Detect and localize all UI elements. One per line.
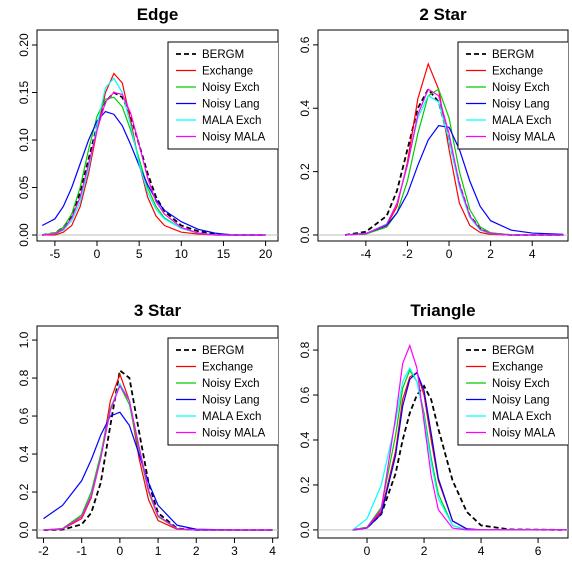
chart-title: Edge <box>137 5 179 24</box>
x-tick-label: 4 <box>529 247 536 261</box>
panel: 2 Star -4 -2 0 2 4 0.0 0.2 0.4 0.6 BERGM Exchange No… <box>298 5 569 261</box>
legend-label: Noisy Exch <box>202 378 260 390</box>
legend-label: Noisy Lang <box>492 395 550 407</box>
legend-label: Noisy MALA <box>202 132 266 144</box>
chart-title: Triangle <box>410 301 475 320</box>
plot-area: BERGM Exchange Noisy Exch Noisy Lang MALA Ex… <box>37 41 278 236</box>
x-tick-label: 15 <box>217 247 231 261</box>
legend-label: MALA Exch <box>492 411 551 423</box>
legend: BERGM Exchange Noisy Exch Noisy Lang MALA Ex… <box>167 337 278 446</box>
x-tick-label: 4 <box>269 544 276 558</box>
legend-label: Exchange <box>202 66 253 78</box>
density-line <box>41 110 266 236</box>
chart-title: 3 Star <box>134 301 182 320</box>
x-tick-label: 0 <box>117 544 124 558</box>
y-tick-label: 0.6 <box>298 36 312 53</box>
x-tick-label: 2 <box>193 544 200 558</box>
panel: Edge -5 0 5 10 15 20 0.00 0.05 0.10 0.15 0.20 BERGM E… <box>17 5 279 261</box>
y-tick-label: 0.2 <box>298 163 312 180</box>
legend-label: Noisy Lang <box>202 99 260 111</box>
y-tick-label: 0.0 <box>298 521 312 538</box>
legend: BERGM Exchange Noisy Exch Noisy Lang MALA Ex… <box>457 337 568 446</box>
legend-box <box>167 41 278 150</box>
panel: 3 Star -2 -1 0 1 2 3 4 0.0 0.2 0.4 0.6 0.8 1.0 BERGM Ex… <box>17 301 279 558</box>
y-tick-label: 0.4 <box>298 431 312 448</box>
y-tick-label: 0.4 <box>298 100 312 117</box>
density-line <box>344 125 564 236</box>
x-tick-label: -2 <box>402 247 413 261</box>
y-tick-label: 0.05 <box>17 176 31 200</box>
y-tick-label: 0.2 <box>298 476 312 493</box>
y-tick-label: 0.6 <box>298 386 312 403</box>
x-tick-label: 20 <box>259 247 273 261</box>
x-tick-label: -4 <box>361 247 372 261</box>
legend-label: BERGM <box>492 49 534 61</box>
legend-label: Noisy Exch <box>492 378 550 390</box>
x-tick-label: -2 <box>38 544 49 558</box>
density-line <box>43 384 273 531</box>
density-line <box>352 343 567 531</box>
y-tick-label: 0.8 <box>17 369 31 386</box>
plot-area: BERGM Exchange Noisy Exch Noisy Lang MALA Ex… <box>37 337 278 531</box>
density-line <box>43 411 273 531</box>
density-line <box>42 91 266 236</box>
legend-label: Noisy Exch <box>202 82 260 94</box>
x-tick-label: 2 <box>421 544 428 558</box>
y-tick-label: 0.0 <box>298 226 312 243</box>
x-tick-label: -5 <box>50 247 61 261</box>
legend-label: Exchange <box>492 362 543 374</box>
chart-title: 2 Star <box>419 5 467 24</box>
x-tick-label: 0 <box>446 247 453 261</box>
x-tick-label: 4 <box>478 544 485 558</box>
legend-label: MALA Exch <box>492 115 551 127</box>
x-tick-label: 0 <box>364 544 371 558</box>
x-tick-label: -1 <box>76 544 87 558</box>
legend-box <box>167 337 278 446</box>
legend-label: Noisy MALA <box>492 132 556 144</box>
density-line <box>42 72 266 236</box>
y-tick-label: 0.20 <box>17 33 31 57</box>
density-line <box>352 384 567 531</box>
density-line <box>345 88 564 236</box>
legend-label: Noisy Lang <box>492 99 550 111</box>
legend-box <box>457 337 568 446</box>
y-tick-label: 0.00 <box>17 223 31 247</box>
legend: BERGM Exchange Noisy Exch Noisy Lang MALA Ex… <box>167 41 278 150</box>
x-tick-label: 2 <box>487 247 494 261</box>
x-tick-label: 10 <box>175 247 189 261</box>
plot-area: BERGM Exchange Noisy Exch Noisy Lang MALA Ex… <box>318 41 568 236</box>
plot-area: BERGM Exchange Noisy Exch Noisy Lang MALA Ex… <box>318 337 568 531</box>
y-tick-label: 0.15 <box>17 81 31 105</box>
x-tick-label: 6 <box>535 544 542 558</box>
x-tick-label: 1 <box>155 544 162 558</box>
panel: Triangle 0 2 4 6 0.0 0.2 0.4 0.6 0.8 BERGM Exchange… <box>298 301 569 558</box>
legend-label: Noisy Lang <box>202 395 260 407</box>
y-tick-label: 0.6 <box>17 407 31 424</box>
legend-label: BERGM <box>202 345 244 357</box>
y-tick-label: 0.4 <box>17 445 31 462</box>
y-tick-label: 0.10 <box>17 128 31 152</box>
x-tick-label: 3 <box>231 544 238 558</box>
legend-label: BERGM <box>492 345 534 357</box>
x-tick-label: 0 <box>94 247 101 261</box>
legend-label: Noisy MALA <box>202 428 266 440</box>
y-tick-label: 0.2 <box>17 483 31 500</box>
legend: BERGM Exchange Noisy Exch Noisy Lang MALA Ex… <box>457 41 568 150</box>
y-tick-label: 0.0 <box>17 521 31 538</box>
legend-label: BERGM <box>202 49 244 61</box>
x-tick-label: 5 <box>136 247 143 261</box>
legend-label: Noisy MALA <box>492 428 556 440</box>
legend-label: MALA Exch <box>202 115 261 127</box>
legend-label: Exchange <box>492 66 543 78</box>
y-tick-label: 1.0 <box>17 331 31 348</box>
legend-label: Noisy Exch <box>492 82 550 94</box>
legend-box <box>457 41 568 150</box>
legend-label: Exchange <box>202 362 253 374</box>
legend-label: MALA Exch <box>202 411 261 423</box>
y-tick-label: 0.8 <box>298 341 312 358</box>
